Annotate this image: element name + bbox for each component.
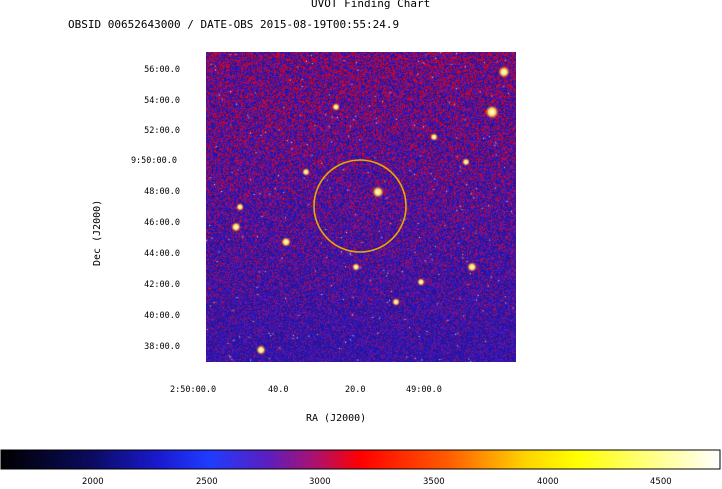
ra-tick: 2:50:00.0	[170, 385, 217, 395]
ra-axis-label: RA (J2000)	[306, 413, 367, 424]
dec-tick: 46:00.0	[144, 218, 180, 228]
dec-tick: 38:00.0	[144, 342, 180, 352]
dec-tick: 54:00.0	[144, 96, 180, 106]
colorbar-tick: 2500	[196, 477, 218, 487]
colorbar-tick: 2000	[82, 477, 104, 487]
dec-tick: 52:00.0	[144, 126, 180, 136]
sky-image-pixels	[206, 52, 516, 362]
sky-image	[206, 52, 516, 362]
colorbar-tick: 4000	[537, 477, 559, 487]
dec-tick: 42:00.0	[144, 280, 180, 290]
colorbar	[0, 449, 721, 470]
chart-title: UVOT Finding Chart	[311, 0, 431, 10]
ra-tick: 49:00.0	[406, 385, 442, 395]
colorbar-tick: 3500	[423, 477, 445, 487]
colorbar-tick: 3000	[309, 477, 331, 487]
dec-tick: 56:00.0	[144, 65, 180, 75]
dec-tick: 44:00.0	[144, 249, 180, 259]
chart-subtitle: OBSID 00652643000 / DATE-OBS 2015-08-19T…	[68, 18, 400, 31]
dec-axis-label: Dec (J2000)	[92, 199, 103, 266]
dec-tick: 40:00.0	[144, 311, 180, 321]
ra-tick: 20.0	[345, 385, 366, 395]
ra-tick: 40.0	[268, 385, 289, 395]
colorbar-gradient	[0, 449, 721, 470]
dec-tick: 9:50:00.0	[130, 156, 177, 166]
dec-tick: 48:00.0	[144, 187, 180, 197]
colorbar-tick: 4500	[650, 477, 672, 487]
